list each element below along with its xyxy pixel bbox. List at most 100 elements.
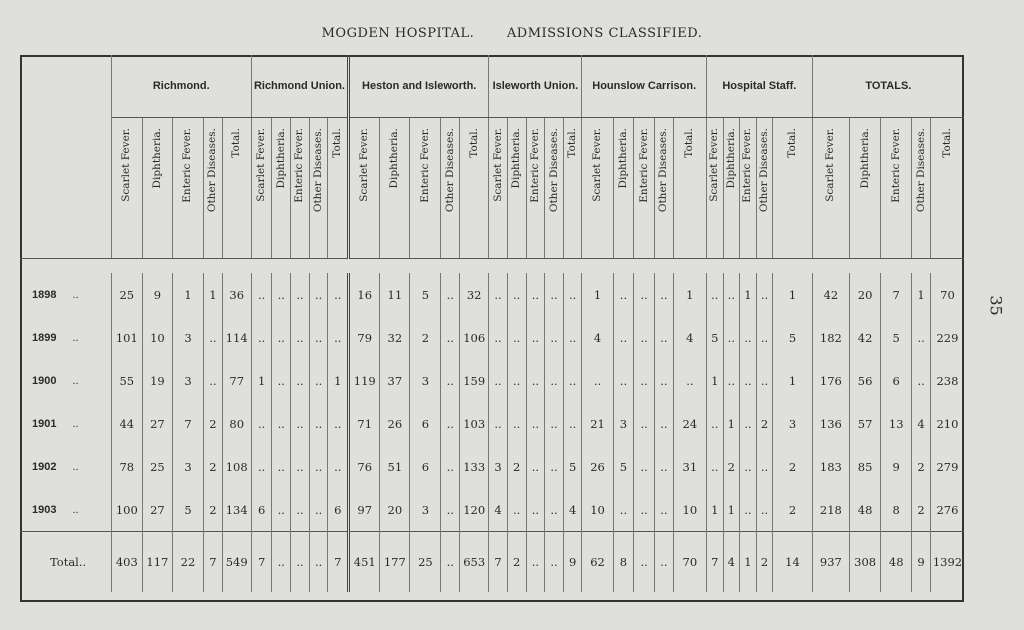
table-cell: ..	[203, 359, 223, 402]
table-cell: 2	[755, 531, 773, 592]
table-cell: ..	[525, 273, 545, 316]
column-header-label: Scarlet Fever.	[824, 128, 837, 202]
column-header-label: Diphtheria.	[274, 128, 287, 189]
table-cell: ..	[506, 273, 527, 316]
table-cell: ..	[271, 445, 291, 488]
table-cell: ..	[911, 316, 931, 359]
table-cell: 159	[459, 359, 489, 402]
table-cell: ..	[290, 445, 310, 488]
table-cell: 2	[506, 445, 527, 488]
column-header-label: Other Diseases.	[757, 128, 770, 213]
table-cell: 403	[111, 531, 143, 592]
table-cell: 4	[488, 488, 508, 532]
column-header: Scarlet Fever.	[250, 117, 272, 259]
table-cell: 7	[705, 531, 724, 592]
table-cell: 24	[672, 402, 707, 445]
table-cell: ..	[271, 316, 291, 359]
table-cell: 653	[459, 531, 489, 592]
group-header: Richmond.	[111, 55, 252, 118]
table-cell: ..	[290, 488, 310, 532]
column-header: Diphtheria.	[271, 117, 291, 259]
table-cell: 7	[171, 402, 204, 445]
table-cell: 937	[811, 531, 850, 592]
table-cell: ..	[488, 273, 508, 316]
table-cell: 57	[849, 402, 881, 445]
table-cell: ..	[672, 359, 707, 402]
table-cell: 2	[722, 445, 740, 488]
table-cell: 9	[141, 273, 173, 316]
table-cell: 10	[141, 316, 173, 359]
table-cell: 48	[880, 531, 912, 592]
table-cell: ..	[633, 359, 655, 402]
table-cell: 5	[612, 445, 634, 488]
table-cell: 3	[488, 445, 508, 488]
table-cell: 1	[772, 359, 813, 402]
column-header: Other Diseases.	[440, 117, 460, 259]
table-row: 1902.. 78 25 3 2 108.......... 76 51 6.. 133 3 2...…	[20, 445, 964, 488]
table-cell: 7	[327, 531, 349, 592]
table-cell: ..	[506, 359, 527, 402]
table-cell: ..	[308, 359, 328, 402]
column-header-label: Other Diseases.	[443, 128, 456, 213]
table-cell: 16	[347, 273, 380, 316]
table-cell: 25	[141, 445, 173, 488]
column-header: Other Diseases.	[308, 117, 328, 259]
column-header: Other Diseases.	[544, 117, 564, 259]
table-cell: 276	[929, 488, 964, 532]
column-header: Total.	[327, 117, 349, 259]
row-label-text: 1898	[32, 288, 57, 301]
total-row: Total.. 403 117 22 7 549 7...... 7 451 177 25.. 653…	[20, 531, 964, 592]
table-cell: 1392	[929, 531, 964, 592]
table-row: 1898.. 25 9 1 1 36.......... 16 11 5.. 32........…	[20, 273, 964, 316]
table-cell: ..	[739, 445, 757, 488]
table-cell: ..	[911, 359, 931, 402]
table-cell: ..	[440, 488, 460, 532]
table-cell: ..	[440, 273, 460, 316]
row-label: Total..	[20, 531, 112, 592]
table-cell: 55	[119, 373, 135, 388]
column-header-row: Scarlet Fever. Diphtheria. Enteric Fever. O…	[20, 117, 964, 259]
column-header: Enteric Fever.	[633, 117, 655, 259]
table-cell: ..	[440, 445, 460, 488]
table-cell: ..	[544, 488, 564, 532]
table-cell: ..	[612, 316, 634, 359]
table-cell: 10	[581, 488, 614, 532]
table-cell: ..	[290, 402, 310, 445]
table-cell: ..	[722, 273, 740, 316]
table-cell: 108	[221, 445, 252, 488]
table-cell: 77	[221, 359, 252, 402]
column-header: Other Diseases.	[654, 117, 674, 259]
table-cell: ..	[308, 445, 328, 488]
table-cell: 1	[772, 273, 813, 316]
column-header-label: Other Diseases.	[914, 128, 927, 213]
row-label: 1898..	[20, 273, 112, 316]
column-header: Diphtheria.	[141, 117, 173, 259]
table-cell: 133	[459, 445, 489, 488]
title-hospital: MOGDEN HOSPITAL.	[321, 26, 475, 41]
table-cell: 5	[705, 316, 724, 359]
column-header-label: Other Diseases.	[657, 128, 670, 213]
column-header: Scarlet Fever.	[347, 117, 380, 259]
table-cell: ..	[755, 445, 773, 488]
table-cell: ..	[290, 273, 310, 316]
table-cell: ..	[250, 445, 272, 488]
table-cell: ..	[271, 488, 291, 532]
table-cell: ..	[506, 488, 527, 532]
column-header-label: Enteric Fever.	[418, 128, 431, 203]
column-header: Scarlet Fever.	[111, 117, 143, 259]
group-header: Heston and Isleworth.	[347, 55, 489, 118]
table-cell: 1	[581, 273, 614, 316]
page-number: 35	[986, 295, 1006, 316]
table-cell: ..	[525, 531, 545, 592]
table-cell: ..	[612, 273, 634, 316]
table-cell: 9	[562, 531, 582, 592]
table-cell: 117	[141, 531, 173, 592]
column-header: Enteric Fever.	[739, 117, 757, 259]
table-cell: 2	[755, 402, 773, 445]
column-header-label: Other Diseases.	[206, 128, 219, 213]
table-cell: ..	[705, 402, 724, 445]
leader-dots: ..	[72, 503, 79, 516]
table-cell: ..	[739, 402, 757, 445]
group-header: Isleworth Union.	[488, 55, 582, 118]
column-header-label: Diphtheria.	[858, 128, 871, 189]
